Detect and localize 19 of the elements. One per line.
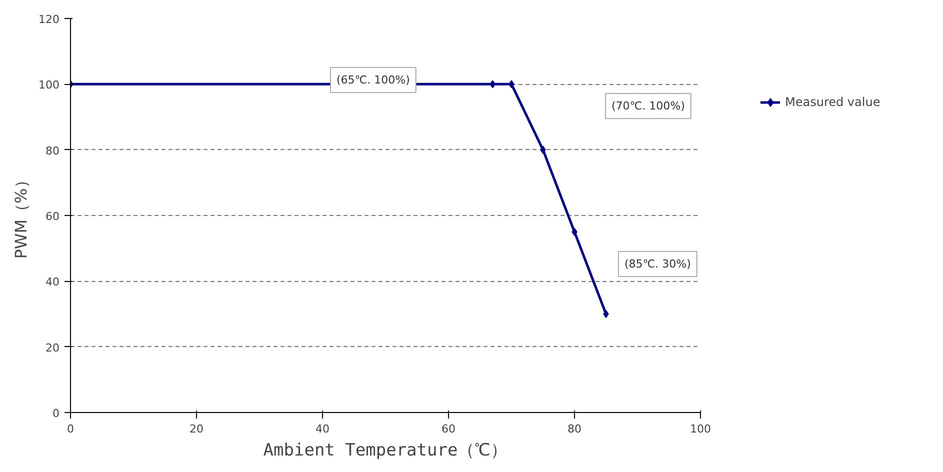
annotation: (85℃. 30%) xyxy=(624,258,691,270)
x-tick-label: 40 xyxy=(316,422,330,436)
y-tick-label: 60 xyxy=(46,210,60,223)
y-tick-label: 120 xyxy=(38,13,60,26)
y-tick-label: 40 xyxy=(46,276,60,289)
x-tick-label: 60 xyxy=(442,422,456,436)
y-tick-label: 80 xyxy=(46,144,60,158)
y-tick-label: 0 xyxy=(52,407,60,420)
annotation: (70℃. 100%) xyxy=(612,100,685,112)
x-tick-label: 80 xyxy=(568,422,582,436)
x-axis-title: Ambient Temperature（℃） xyxy=(263,440,508,460)
x-tick-label: 0 xyxy=(67,422,74,436)
legend-label: Measured value xyxy=(785,95,880,109)
y-axis-title: PWM（%） xyxy=(12,172,31,259)
y-tick-label: 20 xyxy=(46,341,60,354)
y-tick-label: 100 xyxy=(38,78,60,92)
annotation: (65℃. 100%) xyxy=(336,74,410,86)
x-tick-label: 20 xyxy=(190,422,204,436)
x-tick-label: 100 xyxy=(690,422,711,436)
